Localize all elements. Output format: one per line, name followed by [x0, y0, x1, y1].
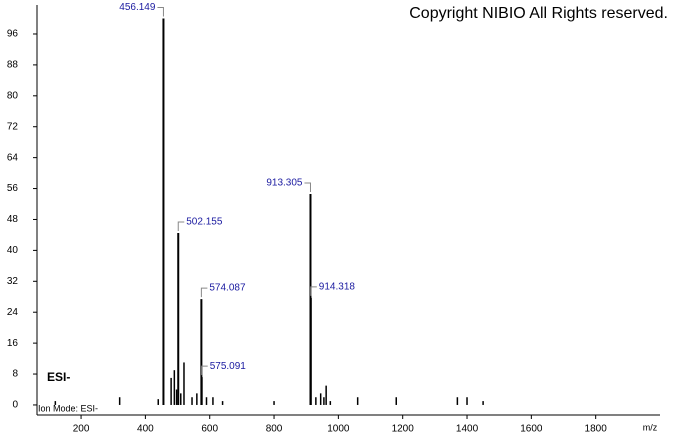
- y-tick-label: 8: [12, 369, 18, 380]
- label-bracket: [304, 182, 311, 192]
- x-tick-label: 1800: [585, 424, 608, 434]
- x-tick-label: 600: [201, 424, 218, 434]
- mode-label: ESI-: [47, 370, 70, 384]
- y-tick-label: 40: [7, 245, 19, 256]
- x-tick-label: 1600: [520, 424, 543, 434]
- label-bracket: [157, 7, 164, 17]
- label-bracket: [310, 286, 317, 296]
- y-tick-label: 0: [12, 400, 18, 411]
- peak-label: 913.305: [266, 178, 303, 189]
- y-tick-label: 24: [7, 307, 19, 318]
- x-tick-label: 1200: [392, 424, 415, 434]
- y-tick-label: 72: [7, 121, 19, 132]
- y-tick-label: 16: [7, 338, 19, 349]
- peak-label: 914.318: [319, 282, 356, 293]
- label-bracket: [177, 221, 185, 231]
- x-tick-label: 400: [137, 424, 154, 434]
- label-bracket: [200, 287, 208, 298]
- y-tick-label: 88: [7, 60, 19, 71]
- y-tick-label: 48: [7, 214, 19, 225]
- x-tick-label: 1400: [456, 424, 479, 434]
- y-tick-label: 96: [7, 29, 19, 40]
- peak-label: 456.149: [119, 2, 156, 13]
- y-tick-label: 64: [7, 152, 19, 163]
- x-axis-label: m/z: [643, 422, 658, 432]
- x-tick-label: 800: [266, 424, 283, 434]
- y-tick-label: 32: [7, 276, 19, 287]
- x-tick-label: 1000: [327, 424, 350, 434]
- footer-label: Ion Mode: ESI-: [38, 403, 98, 413]
- y-tick-label: 56: [7, 183, 19, 194]
- chart-title: Copyright NIBIO All Rights reserved.: [409, 5, 668, 22]
- y-tick-label: 80: [7, 90, 19, 101]
- x-tick-label: 200: [73, 424, 90, 434]
- peak-label: 502.155: [186, 217, 223, 228]
- peak-label: 574.087: [209, 283, 246, 294]
- peak-label: 575.091: [210, 361, 247, 372]
- label-bracket: [201, 365, 208, 376]
